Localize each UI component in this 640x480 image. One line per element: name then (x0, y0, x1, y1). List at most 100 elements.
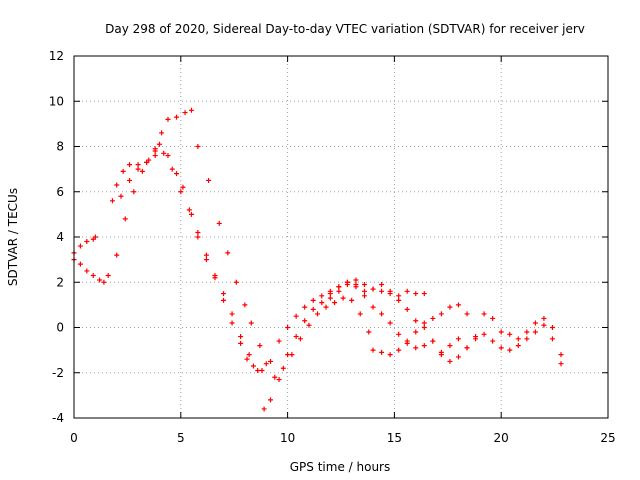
data-point-marker (481, 311, 487, 317)
data-point-marker (169, 166, 175, 172)
data-point-marker (90, 272, 96, 278)
data-point-marker (396, 293, 402, 299)
data-point-marker (413, 291, 419, 297)
data-point-marker (327, 295, 333, 301)
data-point-marker (229, 320, 235, 326)
data-point-marker (195, 144, 201, 149)
data-point-marker (250, 363, 256, 369)
data-point-marker (306, 322, 312, 328)
data-point-marker (524, 329, 530, 335)
y-tick-label: 6 (56, 185, 64, 199)
data-point-marker (268, 358, 274, 364)
x-tick-label: 0 (70, 431, 78, 445)
data-point-marker (182, 110, 188, 116)
data-point-marker (549, 325, 555, 330)
data-point-marker (498, 329, 504, 335)
data-point-marker (524, 336, 530, 342)
data-point-marker (315, 311, 321, 317)
y-tick-label: -4 (52, 411, 64, 425)
data-point-marker (515, 343, 521, 349)
data-point-marker (430, 315, 436, 321)
data-point-marker (212, 272, 218, 278)
data-point-marker (349, 297, 355, 303)
data-point-marker (280, 365, 286, 371)
data-point-marker (413, 345, 419, 351)
data-point-marker (361, 288, 367, 294)
y-tick-label: 2 (56, 275, 64, 289)
data-point-marker (558, 361, 564, 367)
data-point-marker (276, 377, 282, 383)
data-point-marker (246, 352, 252, 358)
data-point-marker (101, 279, 107, 285)
data-point-marker (293, 313, 299, 319)
data-point-marker (120, 168, 126, 174)
data-point-marker (379, 349, 385, 355)
data-point-marker (507, 331, 513, 337)
data-point-marker (490, 315, 496, 321)
data-point-marker (327, 291, 333, 297)
data-point-marker (186, 207, 192, 213)
data-point-marker (159, 130, 165, 136)
data-point-marker (404, 340, 410, 346)
data-point-marker (387, 320, 393, 326)
data-point-marker (379, 288, 385, 294)
data-point-marker (263, 361, 269, 367)
data-point-marker (238, 340, 244, 346)
data-point-marker (152, 148, 158, 154)
data-point-marker (396, 297, 402, 303)
x-tick-label: 5 (177, 431, 185, 445)
data-point-marker (105, 272, 111, 278)
data-point-marker (165, 116, 171, 122)
data-point-marker (541, 322, 547, 328)
data-point-marker (285, 352, 291, 358)
data-point-marker (481, 331, 487, 337)
data-point-marker (293, 334, 299, 340)
data-point-marker (302, 318, 308, 324)
y-tick-label: 4 (56, 230, 64, 244)
data-point-marker (396, 347, 402, 353)
data-point-marker (387, 291, 393, 297)
data-point-marker (447, 304, 453, 310)
data-point-marker (421, 291, 427, 297)
data-point-marker (289, 352, 295, 358)
data-point-marker (242, 302, 248, 308)
data-point-marker (515, 336, 521, 342)
data-point-marker (221, 297, 227, 303)
data-point-marker (139, 168, 145, 174)
data-point-marker (430, 338, 436, 344)
data-point-marker (447, 358, 453, 364)
data-point-marker (221, 291, 227, 297)
y-tick-label: 10 (49, 94, 64, 108)
plot-frame (73, 55, 609, 419)
data-point-marker (310, 297, 316, 303)
data-point-marker (370, 286, 376, 292)
data-point-marker (244, 356, 250, 362)
data-point-marker (127, 162, 133, 168)
data-point-marker (156, 141, 162, 147)
data-point-marker (438, 311, 444, 317)
data-point-marker (92, 234, 98, 240)
data-point-marker (180, 184, 186, 190)
data-point-marker (114, 182, 120, 188)
y-axis-label: SDTVAR / TECUs (6, 188, 20, 286)
data-point-marker (233, 279, 239, 285)
y-tick-label: 12 (49, 49, 64, 63)
grid (74, 56, 608, 418)
data-point-marker (152, 153, 158, 159)
data-point-marker (131, 189, 137, 195)
data-point-marker (396, 331, 402, 337)
data-point-marker (370, 347, 376, 353)
data-point-marker (558, 352, 564, 358)
data-point-marker (272, 374, 278, 380)
data-point-marker (473, 334, 479, 340)
data-point-marker (77, 261, 83, 267)
data-point-marker (370, 304, 376, 310)
data-point-marker (195, 234, 201, 240)
data-point-marker (455, 302, 461, 308)
data-point-marker (188, 211, 194, 217)
data-point-marker (413, 318, 419, 324)
data-point-marker (109, 198, 115, 204)
data-point-marker (464, 311, 470, 317)
data-point-marker (84, 239, 90, 245)
data-point-marker (255, 367, 261, 373)
